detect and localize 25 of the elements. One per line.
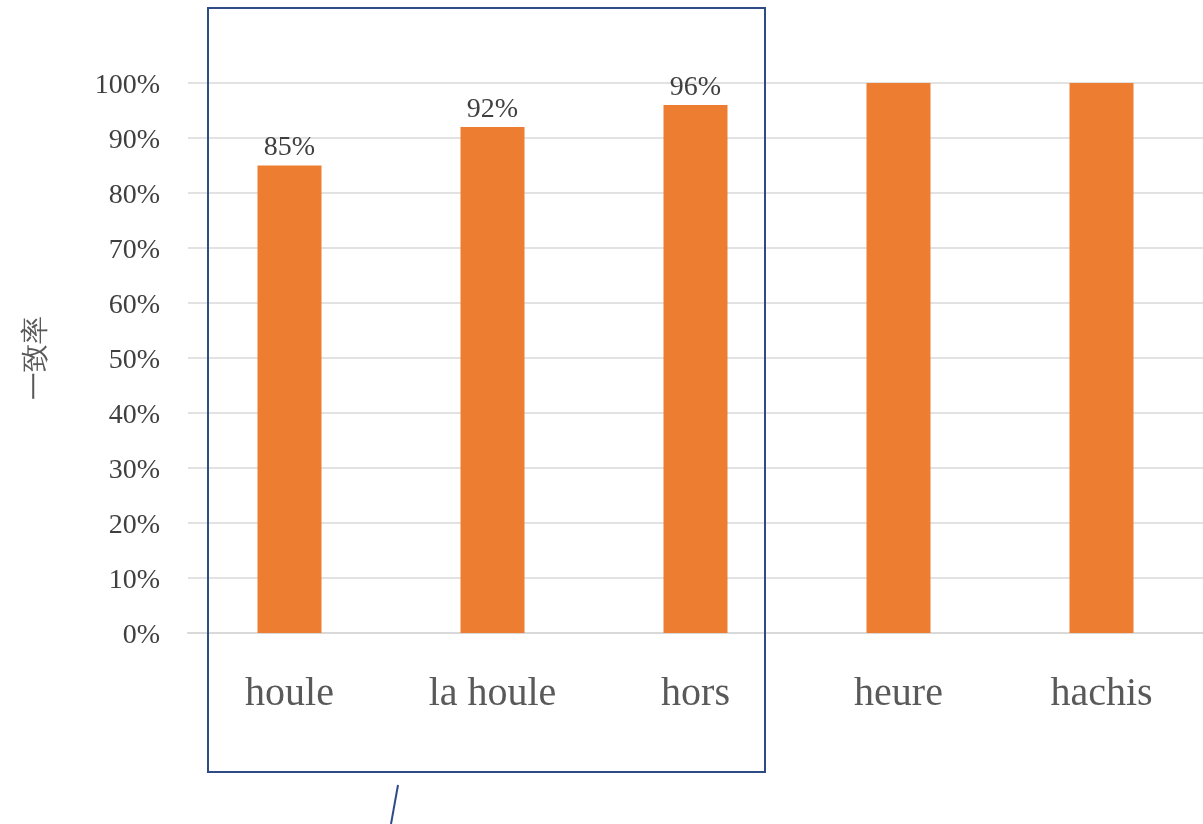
y-tick-label: 20% (108, 507, 160, 539)
data-label: 96% (669, 69, 722, 101)
y-tick-label: 40% (108, 397, 160, 429)
data-label: 85% (263, 130, 316, 161)
bar (663, 105, 728, 633)
x-tick-label: la houle (428, 668, 557, 714)
bar (460, 127, 525, 633)
y-axis-title: 一致率 (18, 316, 50, 400)
bar (257, 165, 322, 633)
y-tick-label: 0% (122, 617, 160, 649)
y-tick-label: 50% (108, 342, 160, 374)
x-tick-label: houle (245, 668, 334, 714)
y-tick-label: 90% (108, 122, 160, 154)
x-tick-label: hachis (1050, 668, 1153, 714)
data-label: 92% (466, 91, 519, 123)
y-tick-label: 80% (108, 177, 160, 209)
y-tick-label: 100% (94, 67, 160, 99)
y-tick-label: 60% (108, 287, 160, 319)
bar (1069, 83, 1134, 633)
x-tick-label: heure (854, 668, 943, 714)
y-tick-label: 10% (108, 562, 160, 594)
y-tick-label: 70% (108, 232, 160, 264)
y-tick-label: 30% (108, 452, 160, 484)
x-tick-label: hors (661, 668, 730, 714)
bar (866, 83, 931, 633)
